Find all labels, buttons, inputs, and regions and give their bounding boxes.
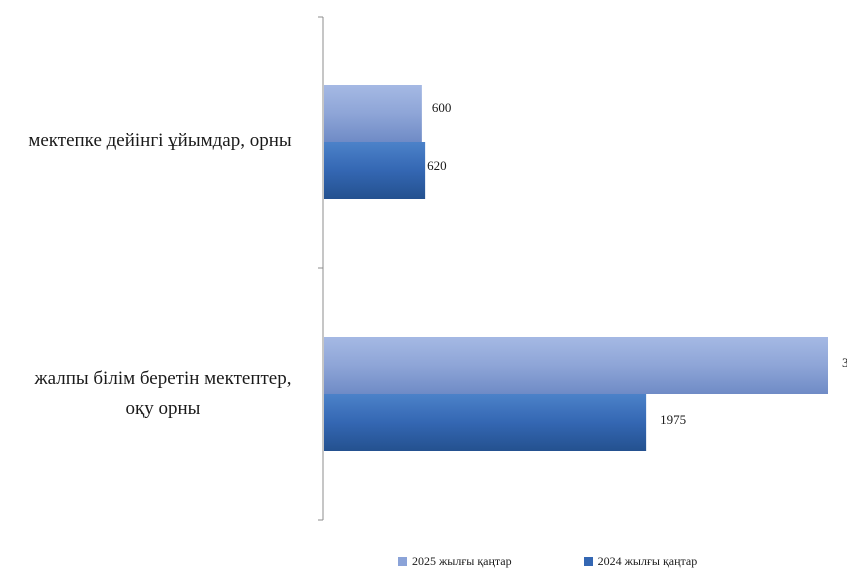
value-labels: 600 620 3090 1975 xyxy=(427,100,847,427)
legend-item-series-2: 2024 жылғы қаңтар xyxy=(583,554,698,569)
bars xyxy=(324,85,828,451)
category-label: жалпы білім беретін мектептер, оқу орны xyxy=(34,368,292,419)
bar-chart: мектепке дейінгі ұйымдар, орны жалпы білі… xyxy=(28,16,847,521)
category-label: мектепке дейінгі ұйымдар, орны xyxy=(28,130,292,151)
legend-swatch-series-1 xyxy=(398,557,407,566)
legend-label-series-1: 2025 жылғы қаңтар xyxy=(412,554,512,568)
category-labels: мектепке дейінгі ұйымдар, орны жалпы білі… xyxy=(28,130,292,419)
legend-item-series-1: 2025 жылғы қаңтар xyxy=(398,554,512,569)
bar-series-1 xyxy=(324,85,422,142)
legend: 2025 жылғы қаңтар 2024 жылғы қаңтар xyxy=(398,554,697,569)
data-label: 3090 xyxy=(842,355,847,370)
legend-swatch-series-2 xyxy=(583,557,593,566)
data-label: 1975 xyxy=(660,412,686,427)
data-label: 620 xyxy=(427,158,447,173)
legend-label-series-2: 2024 жылғы қаңтар xyxy=(597,554,698,568)
bar-series-2 xyxy=(324,394,647,451)
y-axis xyxy=(318,16,324,521)
bar-series-2 xyxy=(324,142,426,199)
data-label: 600 xyxy=(432,100,452,115)
bar-series-1 xyxy=(324,337,828,394)
